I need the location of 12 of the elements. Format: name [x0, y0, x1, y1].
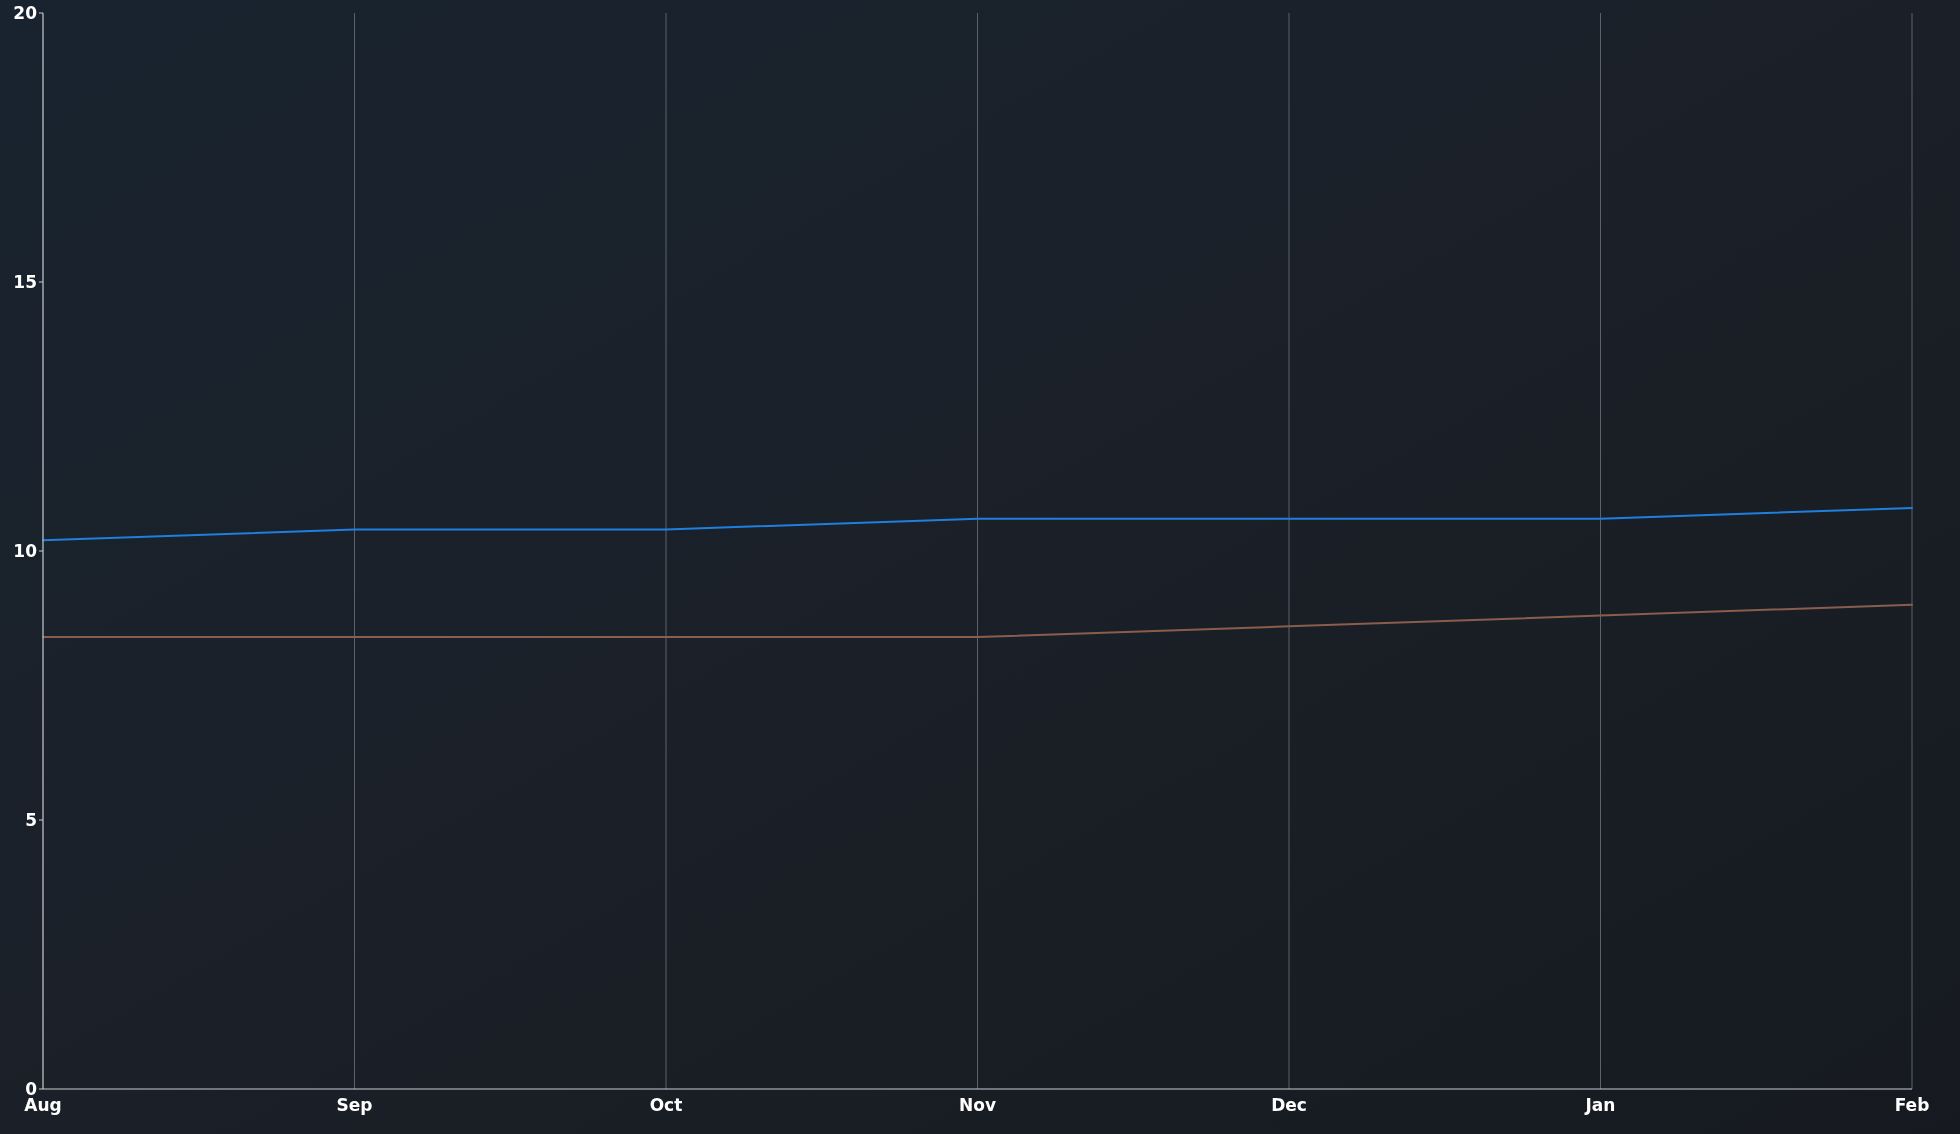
- y-tick-label: 5: [25, 809, 37, 830]
- line-series: [42, 506, 1913, 542]
- line-series: [42, 603, 1913, 639]
- x-tick-label: Jan: [1584, 1095, 1616, 1115]
- y-tick-label: 15: [13, 271, 37, 292]
- x-tick-label: Nov: [959, 1095, 996, 1115]
- x-tick-label: Feb: [1894, 1095, 1930, 1115]
- y-tick-label: 20: [13, 2, 38, 23]
- x-tick-label: Oct: [649, 1095, 683, 1115]
- x-tick-label: Dec: [1271, 1095, 1307, 1115]
- x-tick-label: Sep: [336, 1095, 373, 1115]
- y-tick-label: 10: [13, 540, 38, 561]
